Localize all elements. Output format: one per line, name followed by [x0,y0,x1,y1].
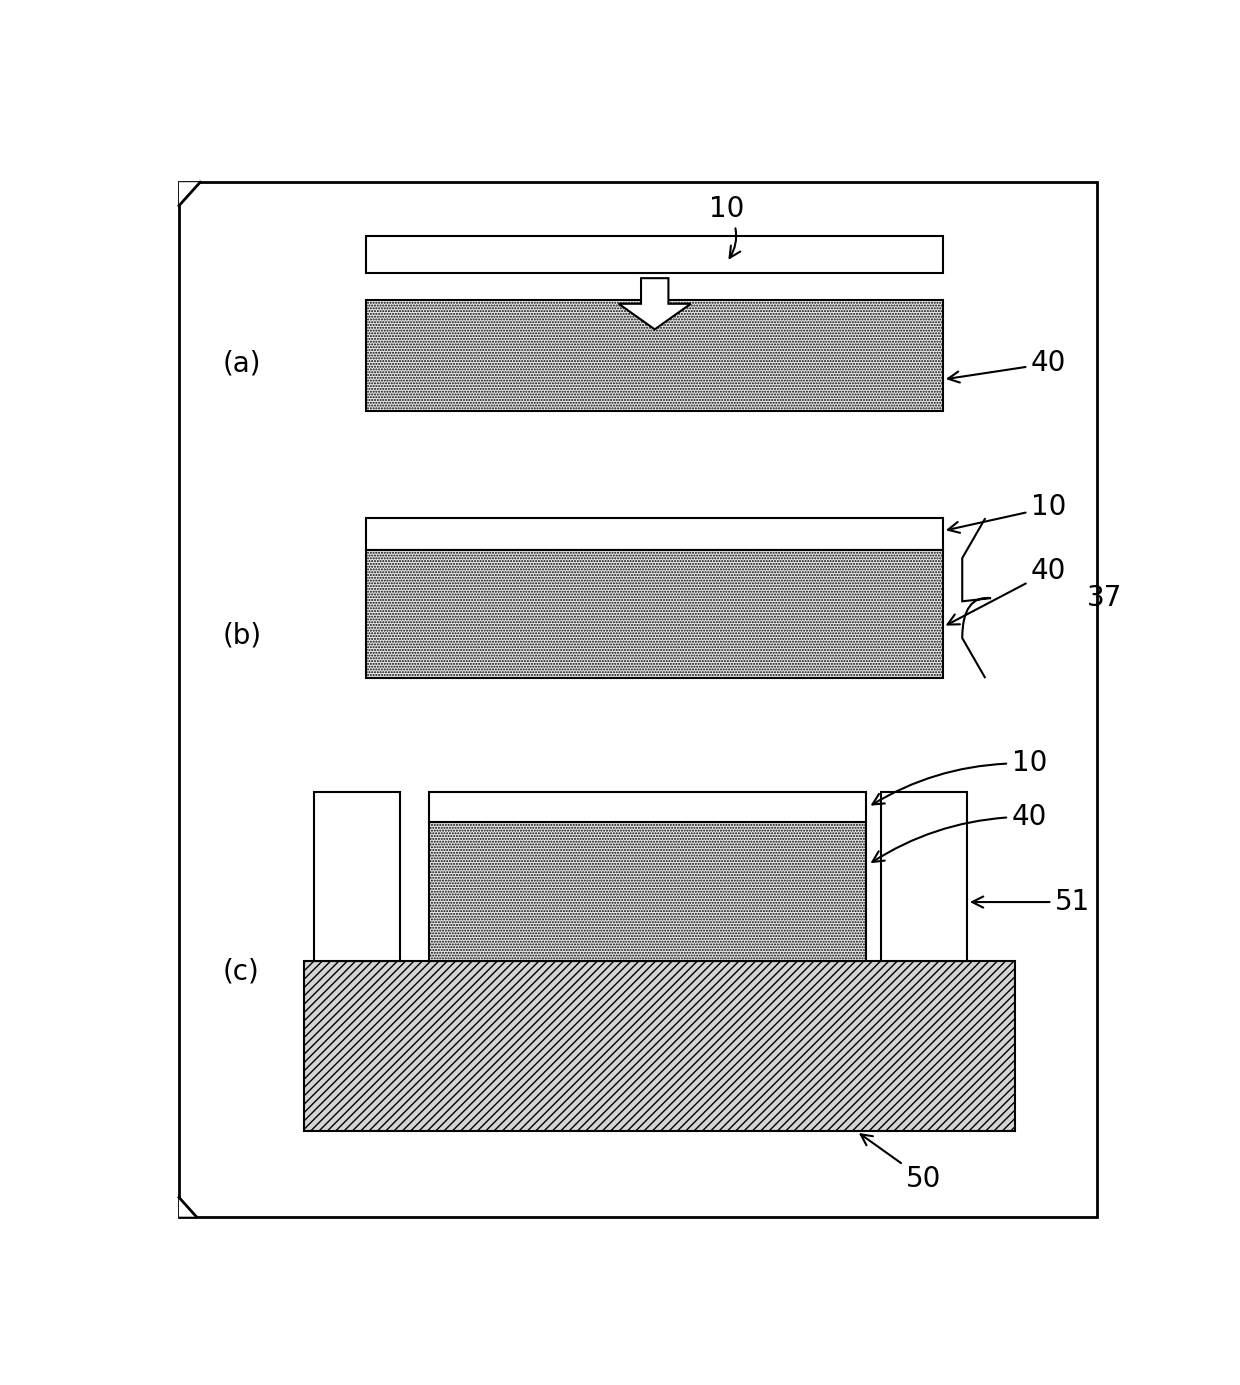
Text: 10: 10 [709,195,744,258]
Bar [304,961,1016,1132]
Bar [880,792,967,961]
Text: (b): (b) [222,622,262,650]
Text: 10: 10 [949,493,1066,533]
Bar [367,235,942,273]
Bar [367,550,942,679]
Bar [429,792,866,823]
Text: 10: 10 [873,749,1048,805]
Bar [367,518,942,550]
Text: 40: 40 [947,557,1066,625]
Text: 37: 37 [1087,584,1122,612]
Text: 40: 40 [873,803,1048,861]
Bar [367,299,942,411]
Text: 50: 50 [861,1134,941,1194]
Polygon shape [619,278,691,330]
Bar [429,823,866,961]
Text: (a): (a) [222,349,260,378]
Text: 51: 51 [972,888,1090,915]
Polygon shape [179,183,200,205]
Text: (c): (c) [222,957,259,985]
Text: 40: 40 [949,349,1066,382]
Polygon shape [179,1198,196,1216]
Bar [314,792,401,961]
